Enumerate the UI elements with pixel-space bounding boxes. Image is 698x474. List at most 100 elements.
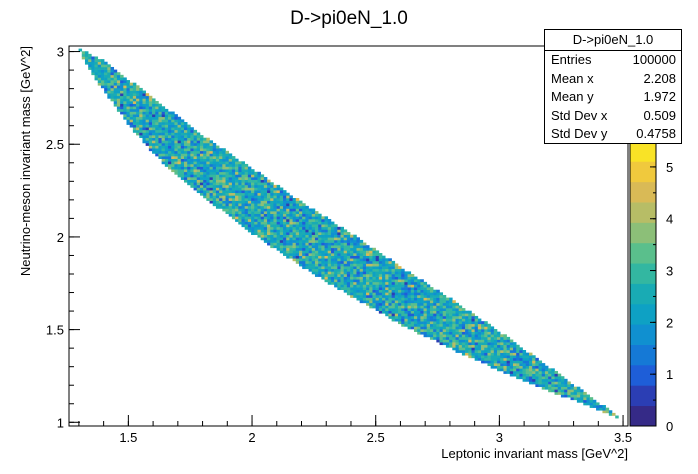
heatmap-bin	[180, 163, 185, 167]
heatmap-bin	[334, 224, 338, 228]
heatmap-bin	[413, 302, 418, 306]
heatmap-bin	[241, 203, 245, 207]
heatmap-bin	[551, 378, 555, 382]
heatmap-bin	[535, 381, 539, 385]
heatmap-bin	[235, 192, 239, 196]
heatmap-bin	[145, 116, 150, 120]
heatmap-bin	[289, 208, 293, 212]
heatmap-bin	[276, 187, 281, 191]
heatmap-bin	[209, 190, 214, 194]
heatmap-bin	[359, 279, 364, 283]
heatmap-bin	[318, 274, 322, 277]
heatmap-bin	[228, 184, 233, 188]
heatmap-bin	[378, 302, 383, 306]
heatmap-bin	[327, 263, 332, 267]
heatmap-bin	[541, 368, 546, 372]
heatmap-bin	[436, 318, 440, 322]
heatmap-bin	[298, 255, 303, 259]
heatmap-bin	[270, 239, 274, 243]
heatmap-bin	[235, 211, 239, 215]
heatmap-bin	[548, 368, 552, 372]
heatmap-bin	[573, 397, 578, 401]
heatmap-bin	[426, 305, 431, 309]
heatmap-bin	[567, 384, 571, 387]
heatmap-bin	[97, 82, 102, 86]
heatmap-bin	[183, 150, 188, 154]
heatmap-bin	[235, 205, 239, 209]
heatmap-bin	[382, 263, 386, 267]
heatmap-bin	[375, 287, 380, 291]
heatmap-bin	[439, 308, 444, 311]
heatmap-bin	[509, 352, 514, 356]
heatmap-bin	[366, 289, 370, 293]
heatmap-bin	[337, 242, 341, 246]
heatmap-bin	[576, 391, 581, 395]
heatmap-bin	[142, 93, 146, 97]
heatmap-bin	[433, 315, 437, 319]
heatmap-bin	[362, 300, 367, 304]
heatmap-bin	[97, 66, 102, 70]
heatmap-bin	[490, 352, 495, 356]
heatmap-bin	[251, 190, 255, 194]
heatmap-bin	[161, 150, 166, 154]
heatmap-bin	[295, 218, 300, 222]
heatmap-bin	[238, 171, 242, 175]
heatmap-bin	[417, 294, 421, 298]
heatmap-bin	[219, 158, 223, 162]
heatmap-bin	[286, 205, 290, 209]
heatmap-bin	[532, 378, 536, 382]
heatmap-bin	[413, 326, 418, 330]
heatmap-bin	[461, 331, 466, 335]
heatmap-bin	[382, 302, 386, 306]
heatmap-bin	[407, 287, 412, 291]
heatmap-bin	[136, 106, 140, 110]
heatmap-bin	[225, 211, 230, 215]
heatmap-bin	[423, 310, 428, 314]
heatmap-bin	[132, 124, 137, 128]
heatmap-bin	[113, 85, 118, 89]
heatmap-bin	[426, 331, 431, 335]
heatmap-bin	[244, 216, 249, 220]
heatmap-bin	[254, 200, 258, 204]
heatmap-bin	[503, 360, 507, 364]
heatmap-bin	[382, 276, 386, 280]
heatmap-bin	[203, 145, 207, 149]
heatmap-bin	[126, 101, 130, 104]
heatmap-bin	[391, 289, 396, 293]
heatmap-bin	[382, 305, 386, 309]
heatmap-bin	[183, 122, 188, 125]
heatmap-bin	[123, 87, 127, 91]
heatmap-bin	[442, 339, 447, 343]
heatmap-bin	[375, 276, 380, 280]
heatmap-bin	[276, 205, 281, 209]
heatmap-bin	[260, 203, 265, 207]
heatmap-bin	[215, 179, 220, 183]
heatmap-bin	[206, 195, 210, 199]
heatmap-bin	[366, 258, 370, 262]
heatmap-bin	[500, 347, 504, 351]
heatmap-bin	[382, 281, 386, 285]
heatmap-bin	[286, 216, 290, 220]
heatmap-bin	[136, 119, 140, 123]
heatmap-bin	[449, 310, 453, 314]
heatmap-bin	[298, 260, 303, 264]
heatmap-bin	[442, 297, 447, 301]
heatmap-bin	[199, 161, 204, 165]
heatmap-bin	[257, 234, 261, 238]
heatmap-bin	[222, 208, 226, 212]
heatmap-bin	[129, 106, 134, 110]
heatmap-bin	[356, 279, 360, 283]
heatmap-bin	[551, 368, 555, 372]
heatmap-bin	[318, 232, 322, 235]
heatmap-bin	[308, 258, 313, 262]
heatmap-bin	[497, 360, 501, 364]
heatmap-bin	[311, 268, 316, 272]
heatmap-bin	[251, 211, 255, 215]
heatmap-bin	[254, 187, 258, 191]
heatmap-bin	[263, 198, 268, 201]
heatmap-bin	[311, 271, 316, 275]
heatmap-bin	[222, 182, 226, 186]
heatmap-bin	[509, 350, 514, 353]
heatmap-bin	[139, 135, 143, 139]
heatmap-bin	[120, 103, 124, 107]
